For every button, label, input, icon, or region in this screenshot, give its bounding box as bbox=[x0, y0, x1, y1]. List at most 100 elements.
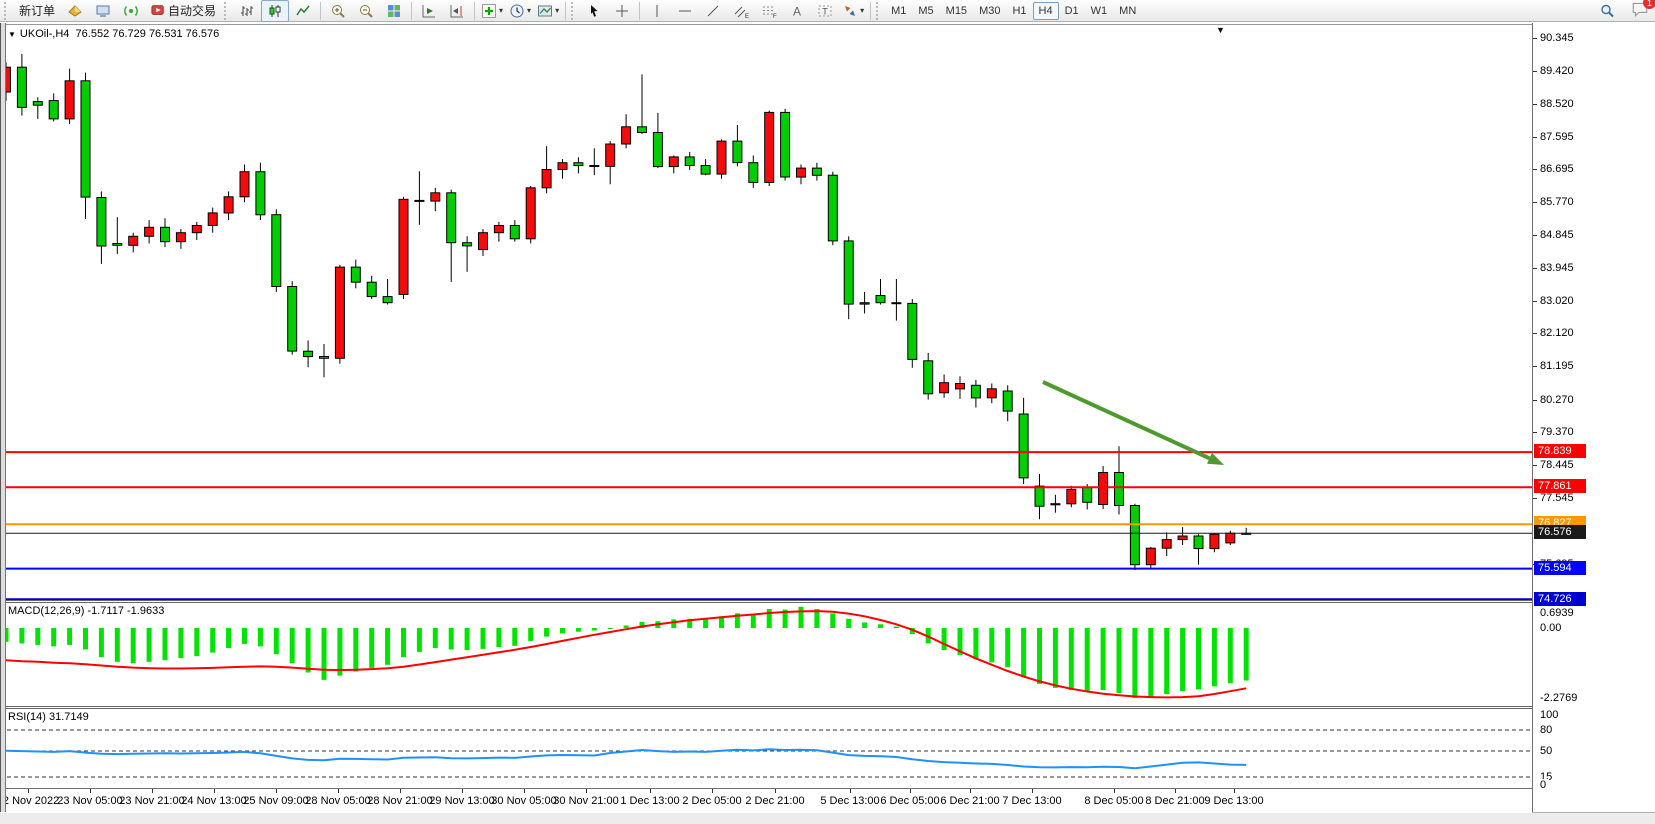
time-tick-label: 30 Nov 21:00 bbox=[553, 795, 619, 807]
time-tick-label: 23 Nov 05:00 bbox=[57, 795, 123, 807]
line-chart-icon[interactable] bbox=[289, 0, 317, 22]
price-tick-dash bbox=[1533, 202, 1537, 203]
chevron-down-icon: ▾ bbox=[555, 6, 560, 15]
toolbar-separator bbox=[639, 1, 641, 20]
price-tick-dash bbox=[1533, 104, 1537, 105]
price-tick-dash bbox=[1533, 432, 1537, 433]
equidistant-channel-tool[interactable]: E bbox=[727, 0, 755, 22]
fibonacci-tool[interactable]: F bbox=[755, 0, 783, 22]
time-tick-dash bbox=[524, 789, 525, 793]
macd-label: MACD(12,26,9) -1.7117 -1.9633 bbox=[8, 605, 165, 617]
price-tick-label: 78.445 bbox=[1540, 459, 1574, 471]
price-tick-dash bbox=[1533, 38, 1537, 39]
time-tick-dash bbox=[712, 789, 713, 793]
time-tick-dash bbox=[462, 789, 463, 793]
notifications-button[interactable]: 1 bbox=[1631, 0, 1655, 21]
time-tick-label: 2 Dec 05:00 bbox=[682, 795, 742, 807]
timeframe-MN[interactable]: MN bbox=[1119, 4, 1137, 17]
price-tick-dash bbox=[1533, 465, 1537, 466]
rsi-scale-label: 50 bbox=[1540, 745, 1556, 757]
time-tick-dash bbox=[1032, 789, 1033, 793]
time-tick-label: 25 Nov 09:00 bbox=[243, 795, 309, 807]
timeframe-group: M1 M5 M15 M30 H1 H4 D1 W1 MN bbox=[885, 1, 1142, 20]
macd-pane[interactable]: MACD(12,26,9) -1.7117 -1.9633 bbox=[0, 603, 1532, 706]
tile-windows-icon[interactable] bbox=[380, 0, 408, 22]
svg-text:F: F bbox=[773, 14, 777, 19]
time-tick-label: 7 Dec 13:00 bbox=[1002, 795, 1062, 807]
svg-text:E: E bbox=[745, 14, 749, 19]
time-tick-dash bbox=[850, 789, 851, 793]
time-tick-dash bbox=[28, 789, 29, 793]
time-tick-label: 8 Dec 05:00 bbox=[1084, 795, 1144, 807]
new-order-label: 新订单 bbox=[19, 4, 56, 18]
rsi-scale-label: 100 bbox=[1540, 709, 1562, 721]
svg-text:A: A bbox=[793, 4, 801, 18]
toolbar-separator bbox=[411, 1, 413, 20]
price-line-label: 77.861 bbox=[1534, 479, 1586, 493]
time-tick-label: 23 Nov 21:00 bbox=[119, 795, 185, 807]
chart-shift-icon[interactable] bbox=[443, 0, 471, 22]
toolbar-grip bbox=[4, 1, 11, 20]
price-tick-label: 80.270 bbox=[1540, 394, 1574, 406]
price-tick-label: 83.945 bbox=[1540, 262, 1574, 274]
trendline-tool[interactable] bbox=[699, 0, 727, 22]
timeframe-M1[interactable]: M1 bbox=[891, 4, 907, 17]
collapse-ohlc-icon[interactable]: ▼ bbox=[8, 30, 16, 39]
candlestick-icon[interactable] bbox=[261, 0, 290, 22]
chevron-down-icon: ▾ bbox=[499, 6, 504, 15]
periods-button[interactable]: ▾ bbox=[506, 0, 534, 22]
timeframe-M15[interactable]: M15 bbox=[945, 4, 968, 17]
main-chart-pane[interactable]: ▼ UKOil-,H4 76.552 76.729 76.531 76.576 ▼ bbox=[0, 24, 1532, 601]
crosshair-button[interactable] bbox=[608, 0, 636, 22]
time-tick-label: 30 Nov 05:00 bbox=[491, 795, 557, 807]
time-tick-label: 1 Dec 13:00 bbox=[620, 795, 680, 807]
arrows-tool[interactable]: ▾ bbox=[839, 0, 867, 22]
auto-trading-button[interactable]: 自动交易 bbox=[145, 0, 222, 22]
vertical-line-tool[interactable] bbox=[643, 0, 671, 22]
timeframe-M30[interactable]: M30 bbox=[979, 4, 1001, 17]
time-tick-label: 8 Dec 21:00 bbox=[1145, 795, 1205, 807]
cursor-button[interactable] bbox=[580, 0, 608, 22]
toolbar-separator bbox=[320, 1, 322, 20]
time-tick-label: 2 Dec 21:00 bbox=[745, 795, 805, 807]
timeframe-M5[interactable]: M5 bbox=[918, 4, 934, 17]
timeframe-W1[interactable]: W1 bbox=[1090, 4, 1108, 17]
zoom-out-icon[interactable] bbox=[352, 0, 380, 22]
time-tick-dash bbox=[1114, 789, 1115, 793]
pane-separator[interactable] bbox=[0, 600, 1532, 603]
toolbar: 新订单 自动交易 ▾ ▾ ▾ E F A T ▾ bbox=[0, 0, 1655, 22]
templates-button[interactable]: ▾ bbox=[534, 0, 562, 22]
toolbar-separator bbox=[474, 1, 476, 20]
timeframe-H1[interactable]: H1 bbox=[1012, 4, 1027, 17]
macd-scale-label: 0.6939 bbox=[1540, 607, 1577, 619]
pane-separator[interactable] bbox=[0, 706, 1532, 709]
indicators-button[interactable]: ▾ bbox=[478, 0, 506, 22]
horizontal-line-tool[interactable] bbox=[671, 0, 699, 22]
notification-badge: 1 bbox=[1643, 0, 1655, 9]
price-axis[interactable]: 90.345 89.420 88.520 87.595 86.695 85.770 84.8… bbox=[1532, 23, 1655, 812]
new-order-button[interactable]: 新订单 bbox=[13, 0, 61, 22]
time-axis[interactable]: 22 Nov 2022 23 Nov 05:00 23 Nov 21:00 24 No… bbox=[0, 788, 1532, 813]
time-tick-dash bbox=[276, 789, 277, 793]
timeframe-D1[interactable]: D1 bbox=[1064, 4, 1079, 17]
time-tick-label: 9 Dec 13:00 bbox=[1204, 795, 1264, 807]
text-label-tool[interactable]: T bbox=[811, 0, 839, 22]
price-line-label: 74.726 bbox=[1534, 592, 1586, 606]
gold-pyramid-icon[interactable] bbox=[61, 0, 89, 22]
price-tick-dash bbox=[1533, 268, 1537, 269]
search-icon[interactable] bbox=[1593, 0, 1621, 22]
time-tick-dash bbox=[910, 789, 911, 793]
chart-title-row: ▼ UKOil-,H4 76.552 76.729 76.531 76.576 bbox=[8, 28, 219, 40]
time-tick-dash bbox=[152, 789, 153, 793]
time-tick-label: 6 Dec 21:00 bbox=[940, 795, 1000, 807]
rsi-pane[interactable]: RSI(14) 31.7149 bbox=[0, 709, 1532, 788]
auto-scroll-icon[interactable] bbox=[415, 0, 443, 22]
signal-icon[interactable] bbox=[117, 0, 145, 22]
text-tool[interactable]: A bbox=[783, 0, 811, 22]
zoom-in-icon[interactable] bbox=[324, 0, 352, 22]
chart-shift-marker[interactable]: ▼ bbox=[1216, 25, 1225, 35]
terminal-icon[interactable] bbox=[89, 0, 117, 22]
timeframe-H4[interactable]: H4 bbox=[1032, 1, 1059, 20]
bar-chart-icon[interactable] bbox=[233, 0, 261, 22]
price-line-label: 76.576 bbox=[1534, 525, 1586, 539]
